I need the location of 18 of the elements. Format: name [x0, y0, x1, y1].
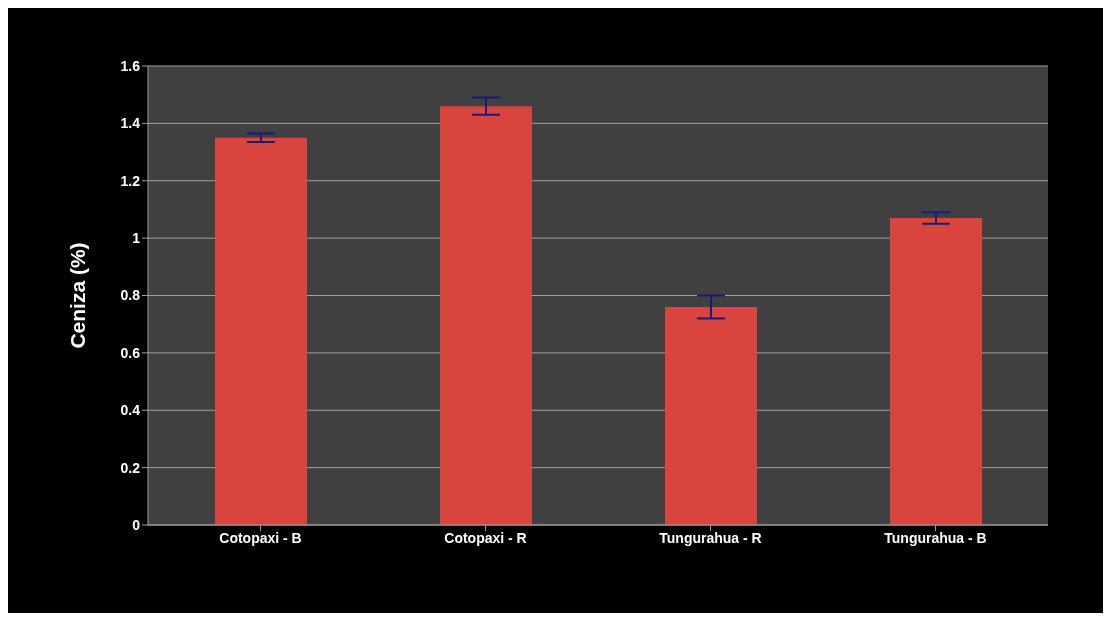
y-tick-label: 1.2 [120, 172, 141, 189]
bar [665, 306, 757, 525]
x-tick-label: Tungurahua - B [884, 529, 987, 546]
y-tick-label: 1 [132, 230, 141, 247]
y-tick-label: 0.8 [120, 287, 141, 304]
y-tick-label: 1.6 [120, 57, 141, 74]
x-tick-label: Cotopaxi - B [219, 529, 302, 546]
x-tick-label: Cotopaxi - R [444, 529, 527, 546]
bar [440, 106, 532, 525]
y-axis-title: Ceniza (%) [66, 242, 90, 349]
y-tick-label: 0.4 [120, 402, 141, 419]
bar [890, 218, 982, 525]
y-tick-label: 0.6 [120, 344, 141, 361]
y-tick-label: 1.4 [120, 115, 141, 132]
bar [215, 137, 307, 525]
x-tick-label: Tungurahua - R [659, 529, 762, 546]
y-tick-label: 0 [132, 516, 141, 533]
y-tick-label: 0.2 [120, 459, 141, 476]
